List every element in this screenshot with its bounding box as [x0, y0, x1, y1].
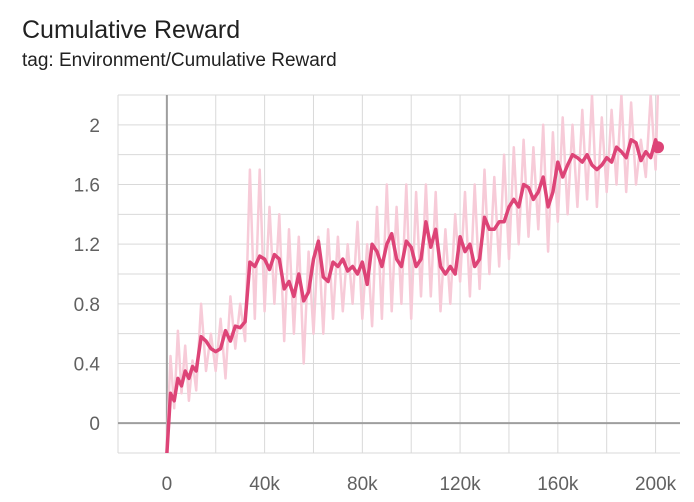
x-tick-label: 120k — [439, 474, 481, 495]
chart-subtitle: tag: Environment/Cumulative Reward — [22, 50, 337, 71]
axes — [118, 95, 680, 453]
smoothed-series — [165, 138, 665, 453]
y-tick-label: 2 — [89, 116, 100, 137]
x-tick-label: 0 — [162, 474, 173, 495]
x-tick-label: 40k — [249, 474, 280, 495]
y-tick-label: 0.8 — [74, 295, 100, 316]
x-tick-label: 160k — [537, 474, 579, 495]
chart-title: Cumulative Reward — [22, 16, 241, 44]
smoothed-line — [165, 138, 660, 453]
tick-labels: 0 0.4 0.8 1.2 1.6 2 0 40k 80k 120k 160k 200k — [74, 116, 677, 495]
raw-line — [165, 95, 660, 446]
raw-series — [165, 95, 660, 446]
y-tick-label: 1.2 — [74, 235, 100, 256]
x-tick-label: 80k — [347, 474, 378, 495]
y-tick-label: 1.6 — [74, 176, 100, 197]
y-tick-label: 0.4 — [74, 355, 101, 376]
last-point-marker — [652, 141, 665, 154]
y-tick-label: 0 — [89, 414, 100, 435]
x-tick-label: 200k — [635, 474, 677, 495]
